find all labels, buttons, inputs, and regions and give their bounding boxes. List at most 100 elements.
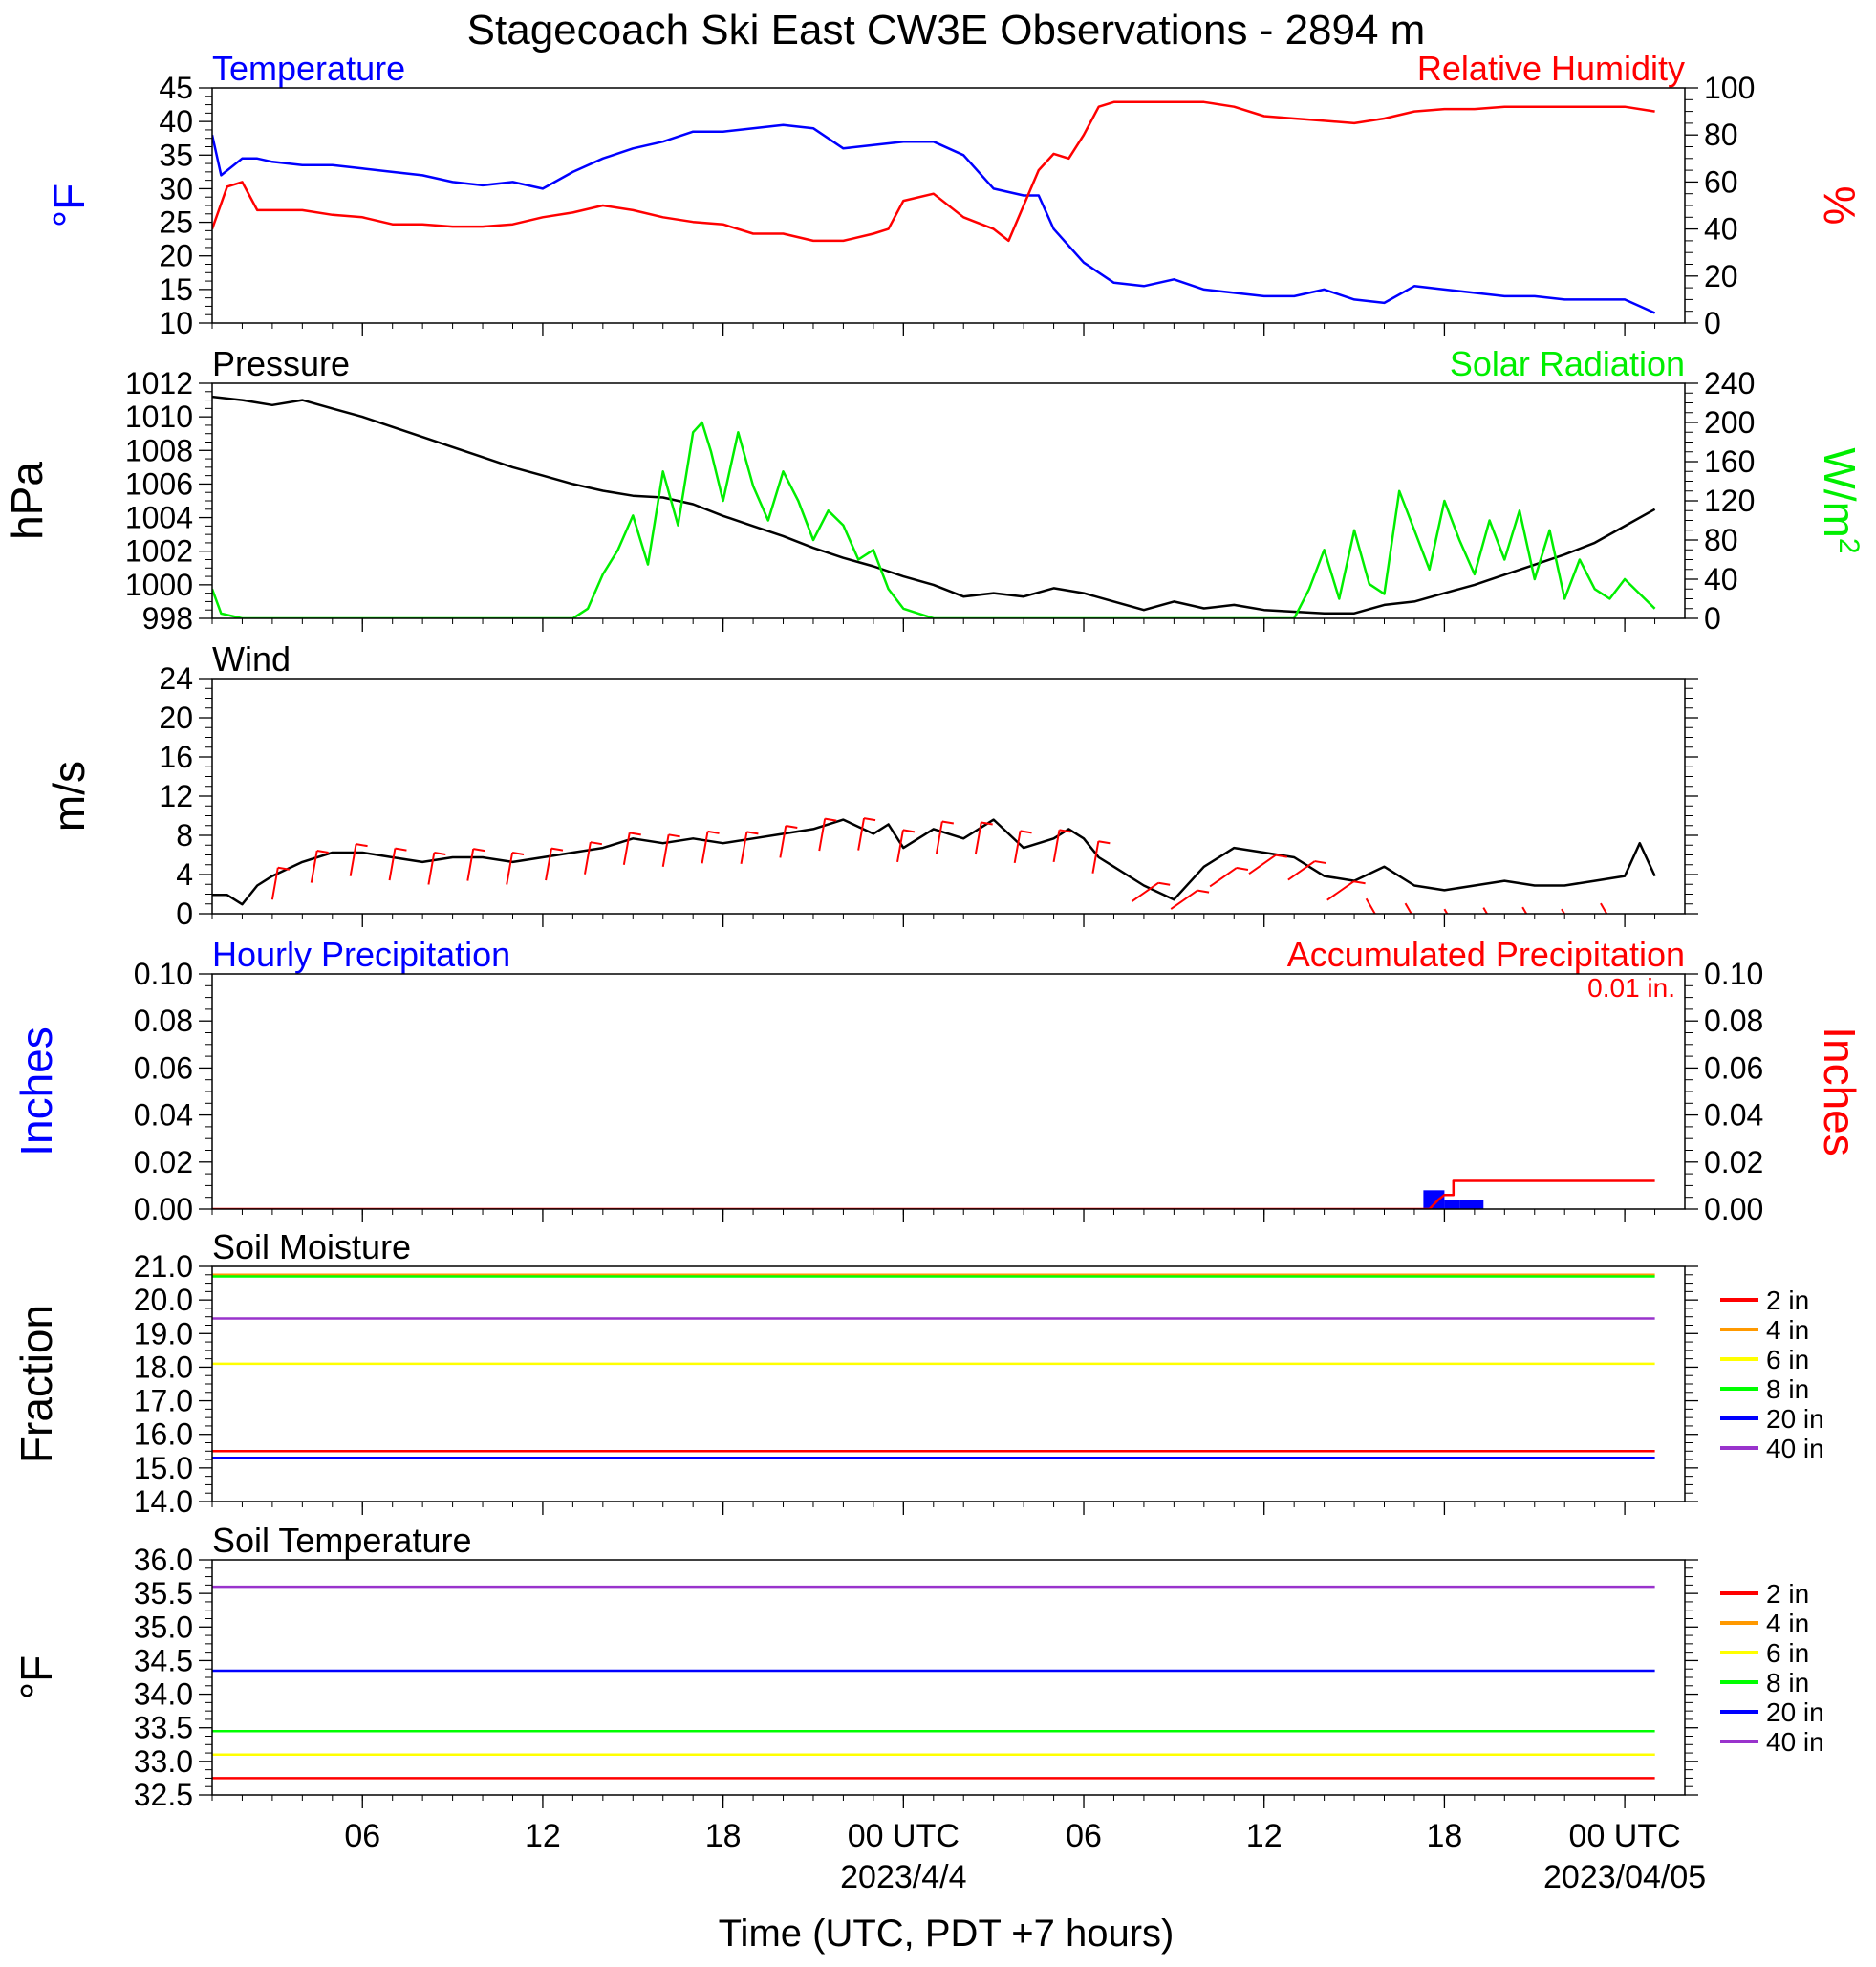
wind-barb bbox=[310, 850, 318, 883]
wind-barb-feather bbox=[590, 841, 603, 846]
precip-bar bbox=[1459, 1200, 1484, 1209]
wind-barb bbox=[1091, 841, 1100, 874]
wind-barb-feather bbox=[395, 847, 407, 852]
panel-title-left: Wind bbox=[212, 639, 291, 679]
plot-area bbox=[212, 100, 1656, 314]
wind-barb-feather bbox=[1236, 866, 1249, 871]
legend-label: 40 in bbox=[1766, 1434, 1824, 1463]
y-tick-label-left: 16 bbox=[159, 740, 193, 774]
y-axis-label-left: Fraction bbox=[11, 1305, 61, 1463]
x-date-label: 2023/04/05 bbox=[1543, 1859, 1706, 1895]
wind-barb-feather bbox=[473, 848, 485, 853]
wind-barb bbox=[779, 825, 787, 858]
legend-label: 40 in bbox=[1766, 1727, 1824, 1757]
y-tick-label-left: 33.0 bbox=[134, 1744, 193, 1779]
legend-label: 2 in bbox=[1766, 1579, 1809, 1609]
y-tick-label-right: 0.04 bbox=[1704, 1098, 1763, 1133]
precip-bar bbox=[1444, 1200, 1460, 1209]
panel-frame bbox=[211, 382, 1686, 619]
y-tick-label-right: 20 bbox=[1704, 259, 1738, 293]
y-tick-label-right: 40 bbox=[1704, 562, 1738, 596]
y-tick-label-right: 100 bbox=[1704, 71, 1755, 105]
plot-area bbox=[212, 1179, 1655, 1209]
panel-precipitation: 0.10 0.08 0.06 0.04 0.02 0.00 0.10 0.08 0.06 0.04… bbox=[11, 935, 1865, 1226]
wind-barb bbox=[388, 848, 397, 881]
wind-barb bbox=[740, 832, 748, 865]
legend-label: 20 in bbox=[1766, 1697, 1824, 1727]
y-tick-label-left: 19.0 bbox=[134, 1316, 193, 1351]
wind-barb bbox=[1170, 889, 1198, 910]
wind-barb-feather bbox=[1617, 932, 1628, 934]
y-tick-label-right: 0.10 bbox=[1704, 957, 1763, 991]
series-line-solar-radiation bbox=[212, 421, 1656, 618]
wind-barb bbox=[1482, 907, 1489, 914]
wind-barb bbox=[1013, 831, 1022, 864]
plot-area bbox=[212, 1273, 1655, 1459]
y-axis-label-left: °F bbox=[11, 1655, 61, 1700]
precip-bar bbox=[1423, 1190, 1445, 1209]
wind-barb bbox=[427, 852, 436, 885]
wind-barb bbox=[545, 848, 552, 881]
panel-frame bbox=[211, 973, 1686, 1210]
y-tick-label-left: 12 bbox=[159, 779, 193, 813]
wind-barb-feather bbox=[863, 817, 876, 822]
panel-pressure-solar: 1012101010081006100410021000998240200160… bbox=[2, 344, 1865, 636]
y-axis-label-right-text: W/m bbox=[1815, 447, 1865, 538]
y-tick-label-left: 20.0 bbox=[134, 1283, 193, 1317]
wind-barb bbox=[1404, 902, 1412, 914]
wind-barb bbox=[622, 832, 631, 866]
wind-barb bbox=[583, 842, 592, 875]
panel-title-right: Accumulated Precipitation bbox=[1287, 935, 1685, 974]
y-tick-label-left: 998 bbox=[142, 601, 193, 636]
panel-frame bbox=[211, 1559, 1686, 1796]
y-axis-label-left: m/s bbox=[44, 761, 94, 832]
y-tick-label-left: 1002 bbox=[125, 534, 193, 569]
plot-area bbox=[212, 1585, 1655, 1780]
y-axis-label-right-text: Inches bbox=[1815, 1027, 1865, 1156]
wind-barb-feather bbox=[941, 820, 954, 825]
wind-barb-feather bbox=[746, 831, 759, 835]
x-tick-label: 00 UTC bbox=[1569, 1818, 1681, 1854]
series-line-pressure bbox=[212, 395, 1656, 615]
y-tick-label-left: 21.0 bbox=[134, 1249, 193, 1284]
wind-barb bbox=[1209, 867, 1238, 888]
y-tick-label-left: 0.06 bbox=[134, 1050, 193, 1085]
y-tick-label-left: 24 bbox=[159, 661, 193, 696]
y-tick-label-left: 0.00 bbox=[134, 1192, 193, 1226]
legend-label: 6 in bbox=[1766, 1638, 1809, 1668]
wind-barb bbox=[1600, 902, 1608, 914]
legend-label: 4 in bbox=[1766, 1315, 1809, 1345]
wind-barb-feather bbox=[550, 847, 564, 852]
time-axis: 06 12 18 00 UTC 2023/4/4 06 12 18 00 UTC 2023/04/… bbox=[344, 1818, 1706, 1895]
y-tick-label-right: 120 bbox=[1704, 484, 1755, 518]
y-tick-label-left: 33.5 bbox=[134, 1711, 193, 1745]
y-tick-label-right: 0.00 bbox=[1704, 1192, 1763, 1226]
y-axis-label-left: hPa bbox=[2, 462, 52, 540]
y-tick-label-left: 14.0 bbox=[134, 1484, 193, 1519]
y-tick-label-right: 60 bbox=[1704, 164, 1738, 199]
x-date-label: 2023/4/4 bbox=[840, 1859, 966, 1895]
y-tick-label-right: 240 bbox=[1704, 366, 1755, 400]
y-tick-label-right: 160 bbox=[1704, 444, 1755, 479]
y-tick-label-left: 0.08 bbox=[134, 1004, 193, 1038]
wind-barb-feather bbox=[629, 832, 641, 836]
y-tick-label-left: 1006 bbox=[125, 466, 193, 501]
wind-barb-feather bbox=[1314, 860, 1326, 865]
panel-frame bbox=[211, 678, 1686, 915]
panel-title-left: Hourly Precipitation bbox=[212, 935, 510, 974]
wind-barb bbox=[1052, 830, 1061, 863]
y-tick-label-left: 35.5 bbox=[134, 1576, 193, 1610]
y-tick-label-left: 8 bbox=[176, 818, 193, 853]
panel-frame bbox=[211, 1265, 1686, 1502]
series-line-relative-humidity bbox=[212, 100, 1655, 243]
wind-barb-feather bbox=[786, 824, 798, 829]
y-tick-label-left: 34.5 bbox=[134, 1643, 193, 1677]
wind-barb bbox=[857, 817, 866, 851]
y-axis-label-left: °F bbox=[44, 184, 94, 228]
y-tick-label-left: 15.0 bbox=[134, 1451, 193, 1485]
legend-label: 2 in bbox=[1766, 1286, 1809, 1315]
y-axis-label-right: W/m2 bbox=[1815, 447, 1865, 553]
y-tick-label-left: 34.0 bbox=[134, 1677, 193, 1712]
